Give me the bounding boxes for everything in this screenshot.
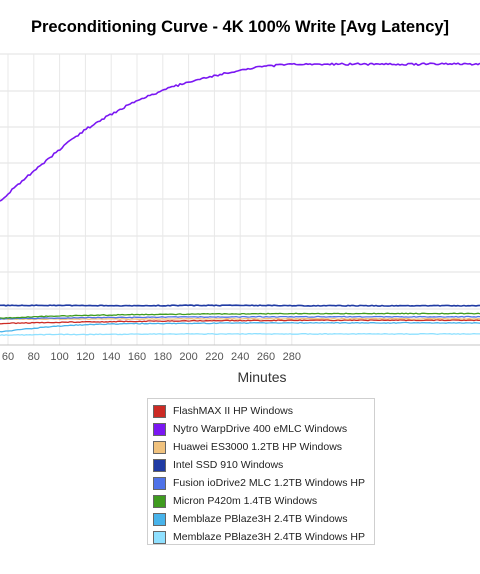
series-line bbox=[0, 315, 480, 320]
legend-item: Huawei ES3000 1.2TB HP Windows bbox=[148, 438, 374, 456]
legend-label: FlashMAX II HP Windows bbox=[173, 405, 294, 417]
x-tick-label: 200 bbox=[179, 351, 197, 363]
x-axis-label: Minutes bbox=[237, 369, 287, 385]
legend-swatch bbox=[153, 422, 166, 436]
legend-label: Memblaze PBlaze3H 2.4TB Windows bbox=[173, 513, 348, 525]
series-line bbox=[0, 304, 480, 307]
x-tick-labels: 60 80 100 120 140 160 180 200 220 240 260 280 bbox=[2, 351, 301, 363]
legend-swatch bbox=[153, 440, 166, 454]
legend-label: Fusion ioDrive2 MLC 1.2TB Windows HP bbox=[173, 477, 365, 489]
series-line bbox=[0, 321, 480, 333]
x-tick-label: 180 bbox=[154, 351, 172, 363]
series-line bbox=[0, 319, 480, 325]
legend-item: Intel SSD 910 Windows bbox=[148, 456, 374, 474]
series-line bbox=[0, 317, 480, 321]
legend-item: Micron P420m 1.4TB Windows bbox=[148, 492, 374, 510]
series-line bbox=[0, 332, 480, 337]
legend-item: Memblaze PBlaze3H 2.4TB Windows bbox=[148, 510, 374, 528]
legend-swatch bbox=[153, 476, 166, 490]
legend-label: Huawei ES3000 1.2TB HP Windows bbox=[173, 441, 343, 453]
x-tick-label: 140 bbox=[102, 351, 120, 363]
legend-swatch bbox=[153, 458, 166, 472]
legend-label: Nytro WarpDrive 400 eMLC Windows bbox=[173, 423, 348, 435]
x-tick-label: 280 bbox=[283, 351, 301, 363]
series-line bbox=[0, 62, 480, 202]
legend-swatch bbox=[153, 512, 166, 526]
legend-swatch bbox=[153, 530, 166, 544]
x-tick-label: 60 bbox=[2, 351, 14, 363]
chart-title: Preconditioning Curve - 4K 100% Write [A… bbox=[30, 18, 450, 36]
grid bbox=[0, 53, 480, 345]
legend-label: Micron P420m 1.4TB Windows bbox=[173, 495, 318, 507]
x-tick-label: 100 bbox=[50, 351, 68, 363]
x-tick-label: 120 bbox=[76, 351, 94, 363]
x-tick-label: 220 bbox=[205, 351, 223, 363]
line-chart: 60 80 100 120 140 160 180 200 220 240 260 280 bbox=[0, 53, 480, 363]
legend-item: Fusion ioDrive2 MLC 1.2TB Windows HP bbox=[148, 474, 374, 492]
x-tick-label: 260 bbox=[257, 351, 275, 363]
legend-item: Nytro WarpDrive 400 eMLC Windows bbox=[148, 420, 374, 438]
legend: FlashMAX II HP Windows Nytro WarpDrive 40… bbox=[147, 398, 375, 545]
x-tick-label: 160 bbox=[128, 351, 146, 363]
legend-swatch bbox=[153, 494, 166, 508]
x-tick-label: 80 bbox=[28, 351, 40, 363]
legend-item: Memblaze PBlaze3H 2.4TB Windows HP bbox=[148, 528, 374, 546]
series-lines bbox=[0, 62, 480, 337]
x-tick-label: 240 bbox=[231, 351, 249, 363]
legend-swatch bbox=[153, 404, 166, 418]
legend-label: Intel SSD 910 Windows bbox=[173, 459, 284, 471]
legend-label: Memblaze PBlaze3H 2.4TB Windows HP bbox=[173, 531, 365, 543]
legend-item: FlashMAX II HP Windows bbox=[148, 402, 374, 420]
series-line bbox=[0, 312, 480, 319]
